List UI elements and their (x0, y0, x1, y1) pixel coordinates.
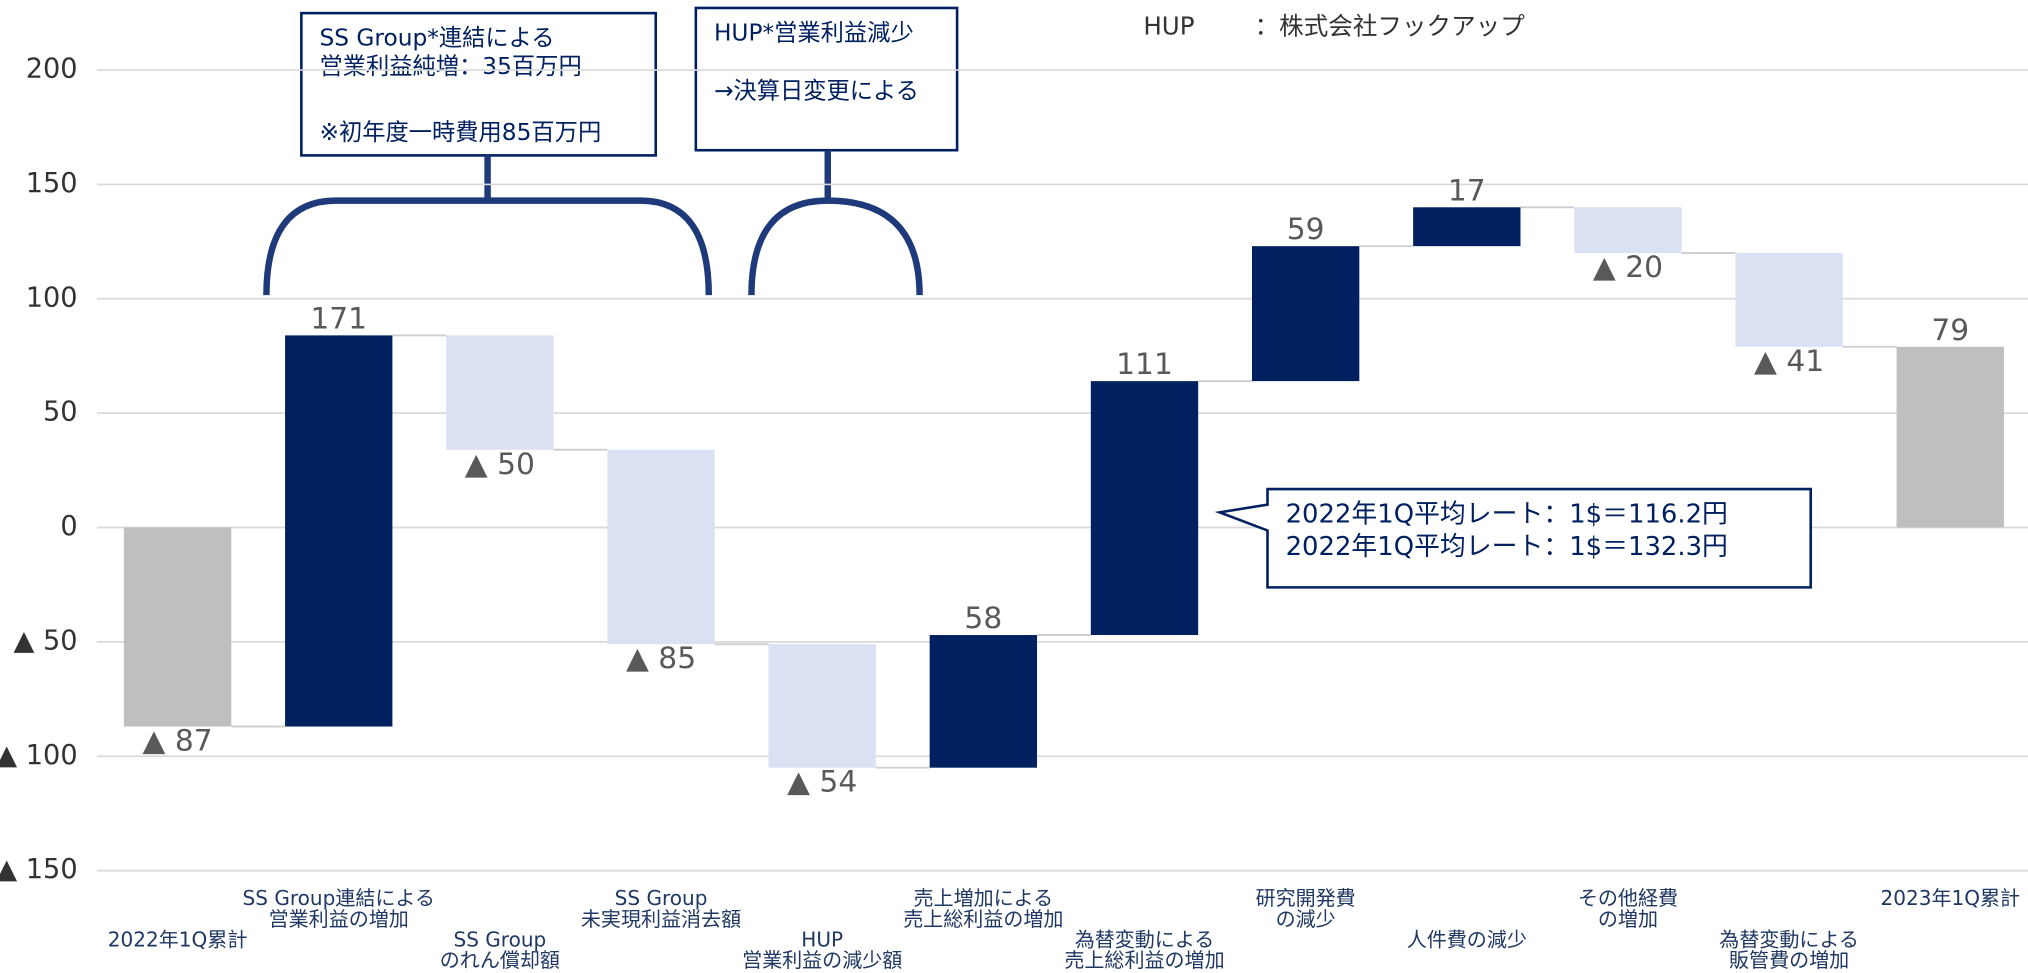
x-tick-label: 為替変動による売上総利益の増加 (1064, 927, 1224, 972)
x-tick-label: 為替変動による販管費の増加 (1719, 927, 1859, 972)
x-tick-label: その他経費の増加 (1578, 886, 1678, 931)
callout: 2022年1Q平均レート：1$＝116.2円 2022年1Q平均レート：1$＝1… (1214, 487, 1813, 589)
note-text: ：株式会社フックアップ (1255, 11, 1526, 40)
y-tick-label: 150 (26, 168, 78, 199)
value-label: ▲ 20 (1593, 250, 1663, 285)
bar (446, 335, 554, 450)
value-label: 59 (1287, 212, 1325, 247)
bar (123, 527, 232, 727)
value-label: ▲ 50 (465, 447, 535, 482)
x-tick-label: 人件費の減少 (1407, 927, 1527, 951)
y-tick-label: ▲ 50 (14, 625, 78, 656)
annotation-box (300, 11, 658, 157)
value-label: 171 (310, 301, 367, 336)
x-tick-label: 売上増加による売上総利益の増加 (903, 886, 1063, 931)
y-tick-label: 0 (60, 511, 77, 542)
value-label: ▲ 85 (626, 641, 696, 676)
x-tick-label: SS Group のれん償却額 (440, 927, 560, 972)
bar (1574, 207, 1682, 254)
x-tick-label: 研究開発費の減少 (1256, 886, 1356, 931)
bar (1735, 253, 1843, 347)
brace (263, 155, 712, 296)
bar (1251, 246, 1360, 382)
y-tick-label: ▲ 100 (0, 740, 78, 771)
x-tick-label: SS Group 未実現利益消去額 (581, 886, 741, 931)
annotation-text: HUP*営業利益減少 (714, 19, 914, 46)
bar (285, 335, 393, 727)
bar (1090, 381, 1199, 636)
bar (768, 644, 876, 768)
value-label: 17 (1448, 173, 1486, 208)
y-tick-label: 200 (26, 54, 78, 85)
value-label: ▲ 54 (787, 765, 857, 800)
y-tick-label: ▲ 150 (0, 854, 78, 885)
bar (929, 635, 1038, 768)
value-label: 111 (1116, 347, 1173, 382)
x-tick-label: SS Group連結による営業利益の増加 (243, 886, 435, 931)
value-label: 58 (964, 601, 1002, 636)
annotation-text: 営業利益純増：35百万円 (319, 53, 581, 80)
brace (748, 150, 923, 296)
bar (1413, 207, 1521, 247)
note-text: HUP (1143, 11, 1194, 40)
value-label: ▲ 87 (143, 724, 213, 759)
annotation-text: ※初年度一時費用85百万円 (319, 119, 601, 146)
callout-box (1214, 487, 1813, 589)
x-tick-label: 2022年1Q累計 (108, 927, 248, 951)
annotation-text: →決算日変更による (714, 78, 919, 105)
annotation-text: 2022年1Q平均レート：1$＝132.3円 (1286, 532, 1728, 562)
x-tick-label: HUP 営業利益の減少額 (742, 927, 902, 972)
value-label: ▲ 41 (1754, 344, 1824, 379)
annotation-box (694, 6, 959, 152)
annotation-text: SS Group*連結による (319, 24, 554, 51)
bar (607, 449, 715, 645)
bar (1896, 346, 2004, 528)
value-label: 79 (1931, 313, 1969, 348)
annotation-text: 2022年1Q平均レート：1$＝116.2円 (1286, 499, 1728, 529)
y-tick-label: 100 (26, 282, 78, 313)
y-tick-label: 50 (43, 397, 78, 428)
x-tick-label: 2023年1Q累計 (1880, 886, 2020, 910)
